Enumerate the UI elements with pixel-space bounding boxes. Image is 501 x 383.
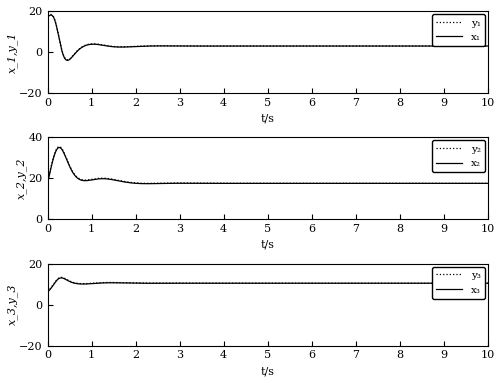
- X-axis label: t/s: t/s: [260, 366, 274, 376]
- X-axis label: t/s: t/s: [260, 113, 274, 123]
- Y-axis label: x_2,y_2: x_2,y_2: [17, 157, 27, 199]
- Legend: y₂, x₂: y₂, x₂: [431, 140, 484, 172]
- X-axis label: t/s: t/s: [260, 240, 274, 250]
- Y-axis label: x_1,y_1: x_1,y_1: [7, 31, 18, 73]
- Legend: y₁, x₁: y₁, x₁: [431, 14, 484, 46]
- Legend: y₃, x₃: y₃, x₃: [431, 267, 484, 299]
- Y-axis label: x_3,y_3: x_3,y_3: [7, 284, 18, 325]
